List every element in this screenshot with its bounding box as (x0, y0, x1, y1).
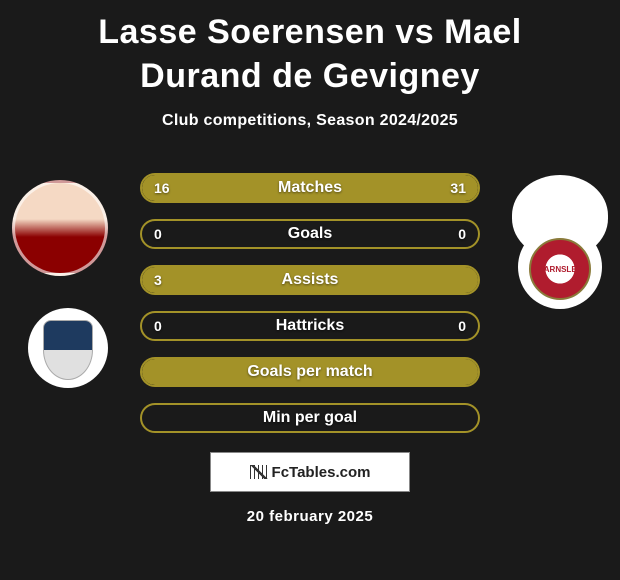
bar-label: Matches (142, 175, 478, 201)
stat-bar: Min per goal (140, 403, 480, 433)
bar-label: Assists (142, 267, 478, 293)
watermark-text: FcTables.com (272, 464, 371, 481)
comparison-bars: 1631Matches 00Goals 3Assists 00Hattricks Goa… (140, 173, 480, 449)
player1-avatar (12, 180, 108, 276)
bar-label: Hattricks (142, 313, 478, 339)
chart-icon (250, 465, 268, 479)
bar-label: Goals (142, 221, 478, 247)
bar-label: Min per goal (142, 405, 478, 431)
page-title: Lasse Soerensen vs Mael Durand de Gevign… (0, 0, 620, 104)
stat-bar: 3Assists (140, 265, 480, 295)
subtitle: Club competitions, Season 2024/2025 (0, 104, 620, 148)
bar-label: Goals per match (142, 359, 478, 385)
stat-bar: Goals per match (140, 357, 480, 387)
date-label: 20 february 2025 (0, 508, 620, 525)
player2-club-crest: BARNSLEY (518, 225, 602, 309)
stat-bar: 1631Matches (140, 173, 480, 203)
watermark: FcTables.com (210, 452, 410, 492)
stat-bar: 00Hattricks (140, 311, 480, 341)
player1-club-crest (28, 308, 108, 388)
stat-bar: 00Goals (140, 219, 480, 249)
